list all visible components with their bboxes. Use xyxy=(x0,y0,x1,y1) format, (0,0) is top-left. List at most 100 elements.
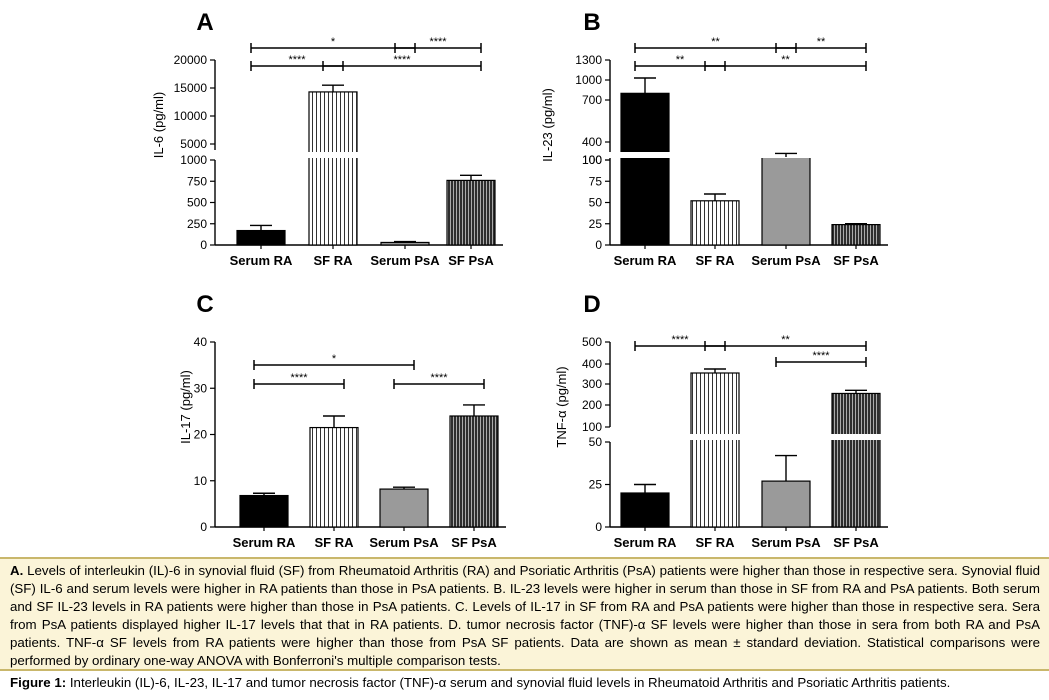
bar-sf-psa xyxy=(831,224,881,246)
y-tick-label: 1000 xyxy=(575,73,602,87)
legend-lead: A. xyxy=(10,563,24,578)
figure-legend: A. Levels of interleukin (IL)-6 in synov… xyxy=(10,562,1040,670)
y-tick-label: 750 xyxy=(187,174,207,188)
x-tick-label: SF RA xyxy=(314,253,354,268)
bar-sf-ra xyxy=(690,372,740,528)
bar-serum-ra xyxy=(236,229,286,246)
bar-serum-psa xyxy=(761,156,811,246)
y-tick-label: 20 xyxy=(194,428,208,442)
y-tick-label: 25 xyxy=(589,478,603,492)
y-tick-label: 0 xyxy=(200,520,207,534)
significance-label: **** xyxy=(812,350,830,362)
y-tick-label: 25 xyxy=(589,217,603,231)
x-tick-label: SF PsA xyxy=(833,535,879,550)
x-tick-label: Serum PsA xyxy=(751,535,821,550)
y-tick-label: 50 xyxy=(589,196,603,210)
bar-sf-ra xyxy=(309,426,359,528)
x-tick-label: Serum RA xyxy=(230,253,293,268)
x-tick-label: Serum PsA xyxy=(370,253,440,268)
x-tick-label: Serum RA xyxy=(614,253,677,268)
significance-label: ** xyxy=(781,334,790,346)
figure-legend-box: A. Levels of interleukin (IL)-6 in synov… xyxy=(0,557,1049,671)
y-tick-label: 20000 xyxy=(174,53,208,67)
bar-serum-psa xyxy=(761,480,811,528)
y-tick-label: 30 xyxy=(194,381,208,395)
y-tick-label: 100 xyxy=(582,153,602,167)
panel-letter: A xyxy=(196,9,213,36)
bar-serum-ra xyxy=(620,492,670,528)
panel-c: C IL-17 (pg/ml) 0 10 20 30 40 Serum RA SF RA Seru… xyxy=(178,291,506,550)
y-tick-label: 10 xyxy=(194,474,208,488)
y-tick-label: 100 xyxy=(582,420,602,434)
axis-break-gap xyxy=(604,434,616,440)
y-axis-label: TNF-α (pg/ml) xyxy=(554,366,569,447)
y-tick-label: 500 xyxy=(187,196,207,210)
x-tick-label: Serum RA xyxy=(614,535,677,550)
y-tick-label: 500 xyxy=(582,335,602,349)
bar-sf-psa xyxy=(449,415,499,528)
panel-letter: D xyxy=(583,291,600,318)
bar-sf-psa xyxy=(446,179,496,246)
bar-sf-ra xyxy=(308,91,358,246)
y-tick-label: 100 xyxy=(582,153,602,167)
axis-break-gap xyxy=(209,152,221,158)
x-tick-label: SF PsA xyxy=(448,253,494,268)
panel-letter: B xyxy=(583,9,600,36)
axis-break-gap xyxy=(307,152,359,158)
significance-label: **** xyxy=(288,54,306,66)
y-axis-label: IL-6 (pg/ml) xyxy=(151,92,166,158)
y-tick-label: 0 xyxy=(200,238,207,252)
axis-break-gap xyxy=(830,434,882,440)
y-tick-label: 50 xyxy=(589,435,603,449)
y-tick-label: 10000 xyxy=(174,109,208,123)
panel-a: A IL-6 (pg/ml) 0 250 500 750 1000 5000 10000 1500… xyxy=(151,9,503,268)
significance-label: **** xyxy=(393,54,411,66)
panel-b: BIL-23 (pg/ml)02550751001004007001000130… xyxy=(540,9,888,268)
significance-label: **** xyxy=(429,36,447,48)
axis-break-gap xyxy=(604,152,616,158)
figure-caption-lead: Figure 1: xyxy=(10,675,67,690)
axis-break-gap xyxy=(619,152,671,158)
y-axis-label: IL-23 (pg/ml) xyxy=(540,88,555,162)
legend-body: Levels of interleukin (IL)-6 in synovial… xyxy=(10,563,1040,668)
y-tick-label: 400 xyxy=(582,357,602,371)
y-axis-label: IL-17 (pg/ml) xyxy=(178,370,193,444)
x-tick-label: Serum RA xyxy=(233,535,296,550)
x-tick-label: SF RA xyxy=(696,253,736,268)
bar-serum-ra xyxy=(239,494,289,528)
figure-panels: AIL-6 (pg/ml)025050075010005000100001500… xyxy=(151,9,888,550)
bar-serum-ra xyxy=(620,92,670,246)
bar-serum-psa xyxy=(379,488,429,528)
significance-label: ** xyxy=(711,36,720,48)
bar-sf-ra xyxy=(690,200,740,246)
y-tick-label: 0 xyxy=(595,520,602,534)
x-tick-label: Serum PsA xyxy=(369,535,439,550)
x-tick-label: SF PsA xyxy=(451,535,497,550)
significance-label: **** xyxy=(430,372,448,384)
bar-sf-psa xyxy=(831,392,881,528)
x-tick-label: SF RA xyxy=(696,535,736,550)
significance-label: ** xyxy=(817,36,826,48)
y-tick-label: 75 xyxy=(589,174,603,188)
y-tick-label: 250 xyxy=(187,217,207,231)
y-tick-label: 15000 xyxy=(174,81,208,95)
x-tick-label: SF PsA xyxy=(833,253,879,268)
y-tick-label: 1300 xyxy=(575,53,602,67)
panel-letter: C xyxy=(196,291,213,318)
significance-label: **** xyxy=(290,372,308,384)
y-tick-label: 300 xyxy=(582,377,602,391)
y-tick-label: 400 xyxy=(582,135,602,149)
significance-label: * xyxy=(332,353,337,365)
significance-label: ** xyxy=(676,54,685,66)
figure-caption: Figure 1: Interleukin (IL)-6, IL-23, IL-… xyxy=(10,675,1045,690)
figure-caption-text: Interleukin (IL)-6, IL-23, IL-17 and tum… xyxy=(69,675,951,690)
bar-serum-psa xyxy=(380,241,430,246)
significance-label: * xyxy=(331,36,336,48)
axis-break-gap xyxy=(689,434,741,440)
y-tick-label: 40 xyxy=(194,335,208,349)
y-tick-label: 200 xyxy=(582,398,602,412)
y-tick-label: 700 xyxy=(582,93,602,107)
significance-label: **** xyxy=(671,334,689,346)
significance-label: ** xyxy=(781,54,790,66)
